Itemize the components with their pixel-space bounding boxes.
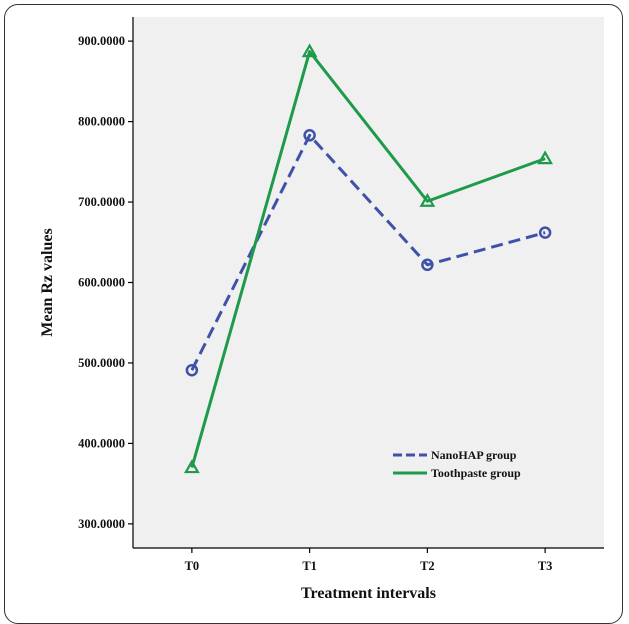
series-line-2 [190, 50, 546, 468]
y-tick-label: 800.0000 [78, 115, 125, 129]
data-point-triangle [537, 150, 554, 165]
x-tick-label: T1 [302, 559, 317, 573]
x-axis-title: Treatment intervals [301, 585, 436, 602]
y-tick-label: 500.0000 [78, 356, 125, 370]
data-point-triangle [301, 43, 318, 58]
x-tick-label: T0 [185, 559, 200, 573]
data-point-circle [303, 129, 316, 142]
y-tick-label: 400.0000 [78, 436, 125, 450]
y-axis-title: Mean Rz values [39, 228, 56, 336]
y-tick-label: 600.0000 [78, 276, 125, 290]
x-tick-label: T3 [538, 559, 553, 573]
series-line-1 [190, 133, 546, 371]
y-tick-label: 900.0000 [78, 34, 125, 48]
y-tick-label: 700.0000 [78, 195, 125, 209]
data-point-circle [538, 226, 552, 239]
y-tick-label: 300.0000 [78, 517, 125, 531]
legend-label: Toothpaste group [431, 466, 521, 480]
plot-area [133, 17, 604, 548]
data-point-circle [185, 363, 199, 377]
data-point-circle [421, 258, 434, 272]
legend-label: NanoHAP group [431, 448, 517, 462]
data-point-triangle [419, 193, 436, 207]
x-tick-label: T2 [420, 559, 435, 573]
line-chart: 300.0000 400.0000 500.0000 600.0000 700.0000… [39, 17, 604, 602]
data-point-triangle [183, 459, 200, 474]
